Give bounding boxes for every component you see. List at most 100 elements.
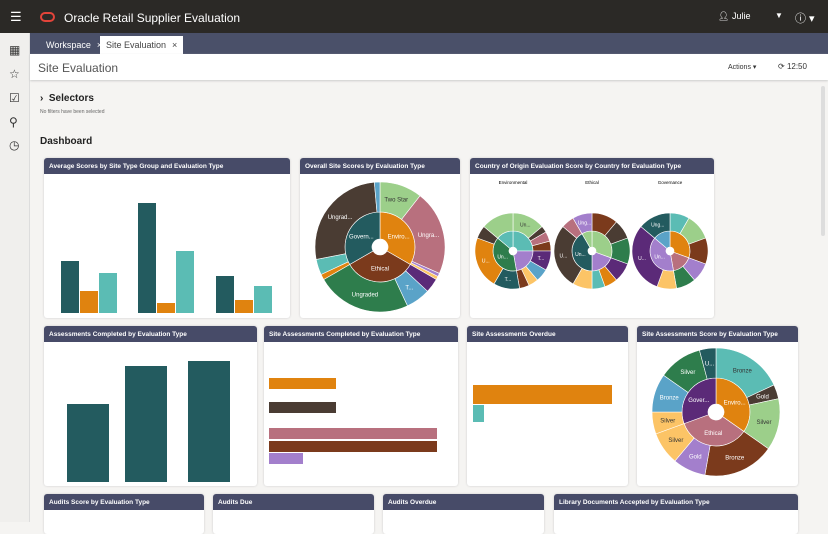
- tab-label: Site Evaluation: [106, 40, 167, 50]
- segment-label: Ungraded: [352, 293, 378, 299]
- help-icon[interactable]: ⓘ ▾: [795, 13, 815, 25]
- top-bar: ☰ Oracle Retail Supplier Evaluation 👤︎ J…: [0, 0, 828, 33]
- task-icon[interactable]: ☑: [9, 91, 20, 105]
- card-audits-overdue: Audits Overdue: [383, 494, 544, 534]
- bar: [61, 261, 79, 313]
- bar: [235, 300, 253, 313]
- sidebar: ▦ ☆ ☑ ⚲ ◷: [0, 33, 30, 522]
- segment-label: Ung...: [651, 222, 664, 228]
- sunburst-outer-segment: [640, 212, 671, 239]
- segment-label: Gold: [689, 454, 702, 460]
- bar: [269, 441, 437, 452]
- tab-site-evaluation[interactable]: Site Evaluation ×: [100, 36, 184, 54]
- tab-label: Workspace: [46, 40, 91, 50]
- card-overall-site-scores: Overall Site Scores by Evaluation Type En…: [300, 158, 460, 318]
- card-audits-score: Audits Score by Evaluation Type: [44, 494, 204, 534]
- user-menu[interactable]: 👤︎ Julie: [718, 11, 750, 22]
- bar: [269, 453, 303, 464]
- segment-label: Gover...: [688, 398, 709, 404]
- dashboard-heading: Dashboard: [40, 136, 93, 147]
- card-title: Site Assessments Completed by Evaluation…: [264, 326, 458, 342]
- segment-label: Bronze: [733, 369, 753, 375]
- close-icon[interactable]: ×: [97, 40, 102, 50]
- segment-label: Un...: [497, 255, 508, 261]
- refresh-button[interactable]: ⟳ 12:50: [778, 62, 807, 71]
- scrollbar[interactable]: [821, 86, 825, 236]
- sunburst-outer-segment: [572, 212, 593, 235]
- segment-label: Ethical: [704, 431, 722, 437]
- segment-label: U...: [560, 254, 568, 260]
- tab-workspace[interactable]: Workspace ×: [40, 36, 108, 54]
- oracle-logo-icon: [40, 12, 55, 22]
- card-title: Audits Overdue: [383, 494, 544, 510]
- segment-label: U...: [705, 361, 715, 367]
- card-title: Audits Due: [213, 494, 374, 510]
- segment-label: Gold: [756, 394, 769, 400]
- card-title: Library Documents Accepted by Evaluation…: [554, 494, 798, 510]
- segment-label: Silver: [668, 438, 683, 444]
- segment-label: Ungrad...: [328, 215, 353, 221]
- clock-icon[interactable]: ◷: [9, 138, 20, 152]
- bar: [269, 378, 336, 389]
- segment-label: Ungra...: [418, 233, 440, 239]
- selectors-toggle[interactable]: › Selectors: [40, 93, 94, 104]
- app-title: Oracle Retail Supplier Evaluation: [64, 11, 241, 25]
- user-icon: 👤︎: [718, 11, 732, 21]
- bar: [473, 405, 484, 422]
- segment-label: Un...: [654, 255, 665, 261]
- segment-label: T...: [538, 256, 545, 262]
- bar: [188, 361, 230, 482]
- segment-label: Enviro...: [724, 400, 746, 406]
- card-title: Average Scores by Site Type Group and Ev…: [44, 158, 290, 174]
- bar: [176, 251, 194, 313]
- bar: [157, 303, 175, 313]
- country-label-environmental: Environmental: [499, 180, 528, 185]
- segment-label: Govern...: [349, 234, 374, 240]
- bar: [99, 273, 117, 313]
- card-title: Audits Score by Evaluation Type: [44, 494, 204, 510]
- page-title: Site Evaluation: [38, 61, 119, 75]
- card-title: Country of Origin Evaluation Score by Co…: [470, 158, 714, 174]
- close-icon[interactable]: ×: [172, 40, 178, 50]
- sunburst-outer-segment: [374, 181, 381, 213]
- segment-label: Enviro...: [388, 234, 410, 240]
- segment-label: Un...: [575, 252, 586, 258]
- sunburst-outer-segment: [483, 212, 514, 239]
- card-site-assessments-overdue: Site Assessments Overdue: [467, 326, 628, 486]
- selectors-label: Selectors: [48, 93, 94, 104]
- hamburger-icon[interactable]: ☰: [10, 9, 22, 24]
- bar: [254, 286, 272, 313]
- bar: [80, 291, 98, 313]
- segment-label: Un...: [520, 222, 531, 228]
- sunburst-outer-segment: [699, 347, 717, 380]
- refresh-icon: ⟳: [778, 62, 787, 71]
- bar: [473, 385, 612, 404]
- selectors-subtext: No filters have been selected: [40, 109, 105, 115]
- star-icon[interactable]: ☆: [9, 67, 20, 81]
- user-name: Julie: [731, 11, 751, 21]
- segment-label: T...: [505, 277, 512, 283]
- card-site-assessments-completed: Site Assessments Completed by Evaluation…: [264, 326, 458, 486]
- segment-label: Bronze: [660, 395, 680, 401]
- chevron-down-icon[interactable]: ▼: [775, 11, 783, 20]
- tab-bar: Workspace × Site Evaluation ×: [30, 33, 828, 54]
- user-icon[interactable]: ⚲: [9, 115, 18, 129]
- actions-menu[interactable]: Actions ▾: [728, 64, 757, 71]
- segment-label: U...: [482, 259, 490, 265]
- bar: [138, 203, 156, 313]
- bar: [125, 366, 167, 482]
- bar: [269, 402, 336, 413]
- card-title: Overall Site Scores by Evaluation Type: [300, 158, 460, 174]
- segment-label: Silver: [660, 419, 675, 425]
- bar: [269, 428, 437, 439]
- card-audits-due: Audits Due: [213, 494, 374, 534]
- page-header: Site Evaluation Actions ▾ ⟳ 12:50: [30, 54, 828, 80]
- segment-label: U...: [638, 256, 646, 262]
- card-title: Site Assessments Score by Evaluation Typ…: [637, 326, 798, 342]
- dashboard-icon[interactable]: ▦: [9, 43, 21, 57]
- card-title: Site Assessments Overdue: [467, 326, 628, 342]
- refresh-time: 12:50: [786, 62, 807, 71]
- card-country-of-origin: Country of Origin Evaluation Score by Co…: [470, 158, 714, 318]
- bar: [67, 404, 109, 482]
- chevron-right-icon: ›: [40, 93, 49, 104]
